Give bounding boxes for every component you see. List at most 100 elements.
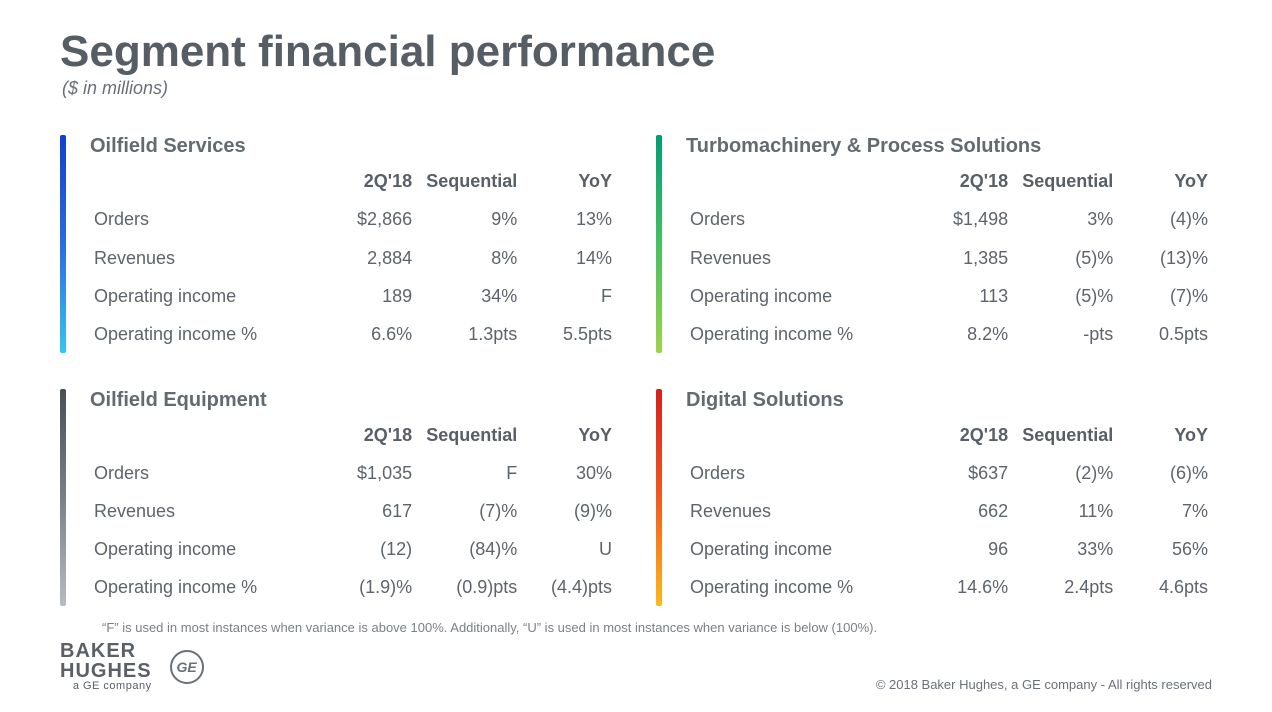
cell: 9%	[416, 200, 521, 238]
row-label: Orders	[686, 454, 917, 492]
baker-hughes-logo: BAKER HUGHES a GE company	[60, 641, 152, 692]
row-label: Operating income %	[686, 568, 917, 606]
col-header-blank	[686, 162, 917, 200]
table-header-row: 2Q'18 Sequential YoY	[686, 416, 1212, 454]
accent-bar	[656, 389, 662, 606]
col-header-yoy: YoY	[1117, 162, 1212, 200]
table-row: Orders $2,866 9% 13%	[90, 200, 616, 238]
logo-block: BAKER HUGHES a GE company GE	[60, 641, 204, 692]
table-row: Operating income (12) (84)% U	[90, 530, 616, 568]
cell: 0.5pts	[1117, 315, 1212, 353]
table-row: Orders $1,035 F 30%	[90, 454, 616, 492]
col-header-period: 2Q'18	[321, 162, 416, 200]
cell: 33%	[1012, 530, 1117, 568]
table-row: Operating income % (1.9)% (0.9)pts (4.4)…	[90, 568, 616, 606]
table-row: Operating income % 8.2% -pts 0.5pts	[686, 315, 1212, 353]
cell: 189	[321, 277, 416, 315]
page-title: Segment financial performance	[60, 28, 1212, 76]
cell: $1,498	[917, 200, 1012, 238]
cell: 34%	[416, 277, 521, 315]
col-header-period: 2Q'18	[321, 416, 416, 454]
cell: 617	[321, 492, 416, 530]
cell: (4)%	[1117, 200, 1212, 238]
col-header-yoy: YoY	[1117, 416, 1212, 454]
cell: (0.9)pts	[416, 568, 521, 606]
logo-line2: HUGHES	[60, 661, 152, 681]
cell: (7)%	[1117, 277, 1212, 315]
segments-grid: Oilfield Services 2Q'18 Sequential YoY	[60, 135, 1212, 606]
segment-table: 2Q'18 Sequential YoY Orders $1,498 3% (4…	[686, 162, 1212, 352]
cell: 14%	[521, 239, 616, 277]
accent-bar	[60, 389, 66, 606]
segment-oilfield-equipment: Oilfield Equipment 2Q'18 Sequential YoY	[60, 389, 616, 606]
segment-table: 2Q'18 Sequential YoY Orders $637 (2)% (6…	[686, 416, 1212, 606]
cell: (4.4)pts	[521, 568, 616, 606]
cell: $637	[917, 454, 1012, 492]
segment-oilfield-services: Oilfield Services 2Q'18 Sequential YoY	[60, 135, 616, 352]
table-row: Revenues 2,884 8% 14%	[90, 239, 616, 277]
segment-table: 2Q'18 Sequential YoY Orders $1,035 F 30%	[90, 416, 616, 606]
table-header-row: 2Q'18 Sequential YoY	[90, 162, 616, 200]
cell: 13%	[521, 200, 616, 238]
row-label: Operating income	[90, 277, 321, 315]
row-label: Revenues	[686, 239, 917, 277]
table-header-row: 2Q'18 Sequential YoY	[90, 416, 616, 454]
ge-monogram-icon: GE	[170, 650, 204, 684]
col-header-period: 2Q'18	[917, 416, 1012, 454]
cell: $2,866	[321, 200, 416, 238]
cell: 6.6%	[321, 315, 416, 353]
cell: F	[521, 277, 616, 315]
cell: (2)%	[1012, 454, 1117, 492]
cell: (13)%	[1117, 239, 1212, 277]
table-row: Operating income % 6.6% 1.3pts 5.5pts	[90, 315, 616, 353]
col-header-blank	[90, 416, 321, 454]
footer: BAKER HUGHES a GE company GE © 2018 Bake…	[60, 641, 1212, 692]
cell: 662	[917, 492, 1012, 530]
copyright: © 2018 Baker Hughes, a GE company - All …	[876, 677, 1212, 692]
row-label: Operating income %	[90, 315, 321, 353]
cell: 2,884	[321, 239, 416, 277]
row-label: Revenues	[90, 239, 321, 277]
col-header-period: 2Q'18	[917, 162, 1012, 200]
col-header-sequential: Sequential	[416, 416, 521, 454]
segment-body: Turbomachinery & Process Solutions 2Q'18…	[686, 135, 1212, 352]
cell: $1,035	[321, 454, 416, 492]
cell: 7%	[1117, 492, 1212, 530]
row-label: Operating income	[90, 530, 321, 568]
cell: -pts	[1012, 315, 1117, 353]
cell: 56%	[1117, 530, 1212, 568]
cell: 5.5pts	[521, 315, 616, 353]
cell: (6)%	[1117, 454, 1212, 492]
row-label: Orders	[686, 200, 917, 238]
table-row: Operating income 113 (5)% (7)%	[686, 277, 1212, 315]
table-row: Operating income 96 33% 56%	[686, 530, 1212, 568]
segment-name: Oilfield Services	[90, 135, 616, 158]
table-row: Orders $1,498 3% (4)%	[686, 200, 1212, 238]
col-header-yoy: YoY	[521, 416, 616, 454]
segment-digital-solutions: Digital Solutions 2Q'18 Sequential YoY	[656, 389, 1212, 606]
table-row: Operating income % 14.6% 2.4pts 4.6pts	[686, 568, 1212, 606]
cell: 1,385	[917, 239, 1012, 277]
cell: 8.2%	[917, 315, 1012, 353]
row-label: Operating income %	[90, 568, 321, 606]
accent-bar	[656, 135, 662, 352]
cell: 113	[917, 277, 1012, 315]
logo-line1: BAKER	[60, 641, 152, 661]
row-label: Operating income	[686, 277, 917, 315]
cell: (12)	[321, 530, 416, 568]
cell: 8%	[416, 239, 521, 277]
cell: (5)%	[1012, 277, 1117, 315]
row-label: Operating income	[686, 530, 917, 568]
cell: (84)%	[416, 530, 521, 568]
table-row: Revenues 1,385 (5)% (13)%	[686, 239, 1212, 277]
cell: 30%	[521, 454, 616, 492]
col-header-blank	[686, 416, 917, 454]
segment-body: Oilfield Services 2Q'18 Sequential YoY	[90, 135, 616, 352]
subtitle: ($ in millions)	[62, 78, 1212, 99]
cell: 2.4pts	[1012, 568, 1117, 606]
accent-bar	[60, 135, 66, 352]
table-row: Orders $637 (2)% (6)%	[686, 454, 1212, 492]
segment-name: Oilfield Equipment	[90, 389, 616, 412]
cell: F	[416, 454, 521, 492]
cell: (9)%	[521, 492, 616, 530]
